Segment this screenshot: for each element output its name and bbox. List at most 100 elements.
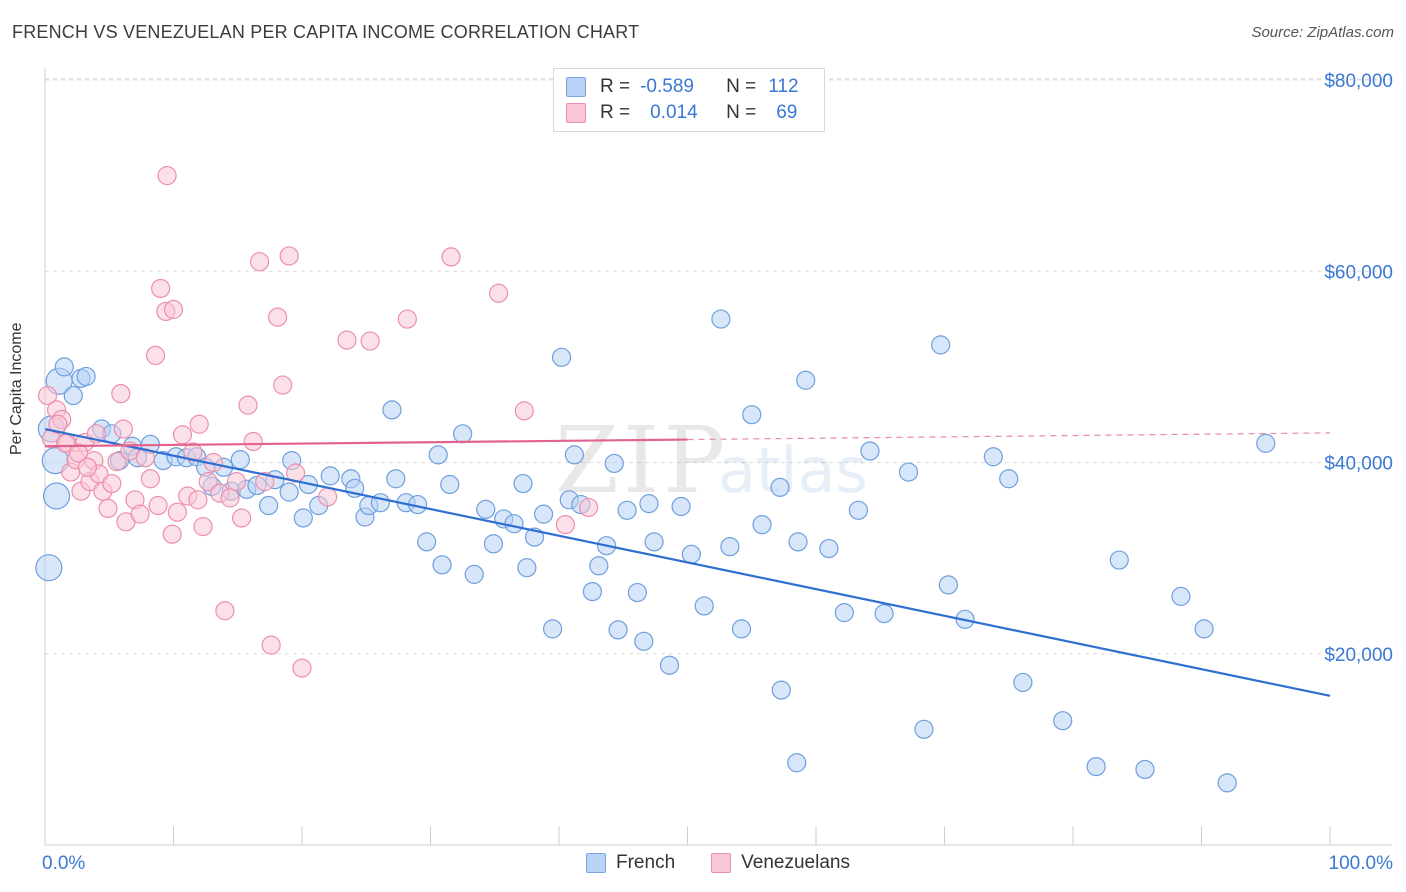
legend-swatch-french [586, 853, 606, 873]
legend-r-value-venezuelans: 0.014 [650, 102, 698, 123]
scatter-point [215, 601, 235, 621]
scatter-point [608, 620, 628, 640]
x-tick-label-min: 0.0% [42, 853, 85, 874]
scatter-point [35, 554, 63, 582]
legend-swatch-venezuelans [711, 853, 732, 873]
scatter-point [1171, 586, 1191, 606]
scatter-point [230, 450, 250, 470]
legend-r-label: R = [600, 76, 631, 97]
scatter-point [220, 488, 240, 508]
scatter-point [111, 384, 131, 404]
scatter-point [711, 309, 731, 329]
y-tick-label: $40,000 [1324, 454, 1393, 475]
scatter-point [441, 247, 461, 267]
scatter-point [1217, 773, 1237, 793]
scatter-point [483, 534, 504, 554]
legend-n-value-venezuelans: 69 [776, 102, 798, 123]
scatter-point [76, 366, 96, 387]
scatter-point [140, 469, 160, 489]
scatter-point [796, 370, 816, 390]
scatter-point [183, 442, 203, 462]
scatter-point [267, 307, 288, 327]
legend-n-label: N = [726, 76, 757, 97]
legend-swatch-venezuelans [566, 103, 586, 123]
scatter-point [113, 419, 133, 439]
scatter-point [1256, 433, 1276, 453]
legend-n-label: N = [726, 102, 757, 123]
scatter-point [232, 508, 252, 528]
scatter-point [68, 443, 89, 463]
scatter-point [386, 469, 406, 489]
scatter-point [659, 655, 680, 675]
scatter-point [382, 400, 402, 420]
scatter-point [453, 424, 473, 444]
scatter-point [440, 474, 460, 495]
scatter-point [428, 445, 448, 465]
scatter-point [589, 556, 609, 576]
scatter-point [1194, 619, 1214, 639]
scatter-point [671, 496, 691, 517]
scatter-point [771, 680, 791, 700]
scatter-point [644, 532, 664, 552]
scatter-point [243, 431, 263, 452]
scatter-point [337, 330, 357, 350]
scatter-point [681, 544, 701, 564]
watermark: ZIP atlas [555, 407, 868, 514]
legend-item-french: French [586, 852, 675, 874]
scatter-point [513, 473, 533, 494]
legend-row-venezuelans: R = 0.014 N = 69 [566, 101, 797, 125]
scatter-point [914, 719, 934, 739]
scatter-point [770, 477, 790, 497]
scatter-point [555, 515, 576, 535]
scatter-point [731, 619, 752, 639]
scatter-point [151, 278, 171, 299]
scatter-point [360, 331, 380, 351]
scatter-point [255, 472, 275, 492]
scatter-point [464, 564, 484, 584]
legend-label-french: French [616, 852, 676, 873]
scatter-point [273, 375, 293, 395]
scatter-point [320, 466, 340, 486]
scatter-point [533, 504, 554, 524]
scatter-point [238, 395, 258, 415]
scatter-point [848, 500, 869, 520]
scatter-point [860, 441, 880, 461]
stats-legend: R = -0.589 N = 112 R = 0.014 N = 69 [553, 68, 825, 132]
scatter-point [694, 596, 714, 616]
scatter-point [938, 575, 958, 595]
scatter-point [578, 497, 599, 518]
scatter-point [107, 451, 127, 472]
scatter-point [1086, 756, 1106, 777]
scatter-point [102, 473, 122, 494]
scatter-point [627, 582, 647, 603]
trend-lines [44, 427, 1331, 697]
scatter-point [63, 385, 83, 406]
scatter-point [77, 457, 98, 477]
scatter-point [514, 401, 534, 421]
scatter-point [639, 494, 659, 514]
scatter-point [157, 166, 177, 186]
scatter-point [279, 246, 299, 266]
legend-label-venezuelans: Venezuelans [741, 852, 850, 873]
trend-line-venezuelans [44, 438, 688, 448]
scatter-point [37, 385, 58, 406]
scatter-point [417, 532, 437, 552]
scatter-point [874, 603, 894, 624]
scatter-point [293, 508, 313, 528]
scatter-point [504, 514, 524, 534]
scatter-point [167, 502, 187, 522]
x-tick-label-max: 100.0% [1329, 853, 1394, 874]
scatter-point [54, 357, 74, 377]
scatter-point [489, 283, 509, 303]
legend-r-value-french: -0.589 [640, 76, 694, 97]
grid-lines [45, 78, 1392, 655]
scatter-point [564, 445, 585, 465]
scatter-point [130, 504, 150, 524]
trend-line-french [44, 427, 1331, 697]
watermark-atlas: atlas [718, 434, 868, 507]
scatter-point [787, 753, 807, 773]
y-tick-label: $20,000 [1324, 645, 1393, 666]
series-venezuelans-points [37, 166, 599, 678]
scatter-point [432, 555, 452, 575]
